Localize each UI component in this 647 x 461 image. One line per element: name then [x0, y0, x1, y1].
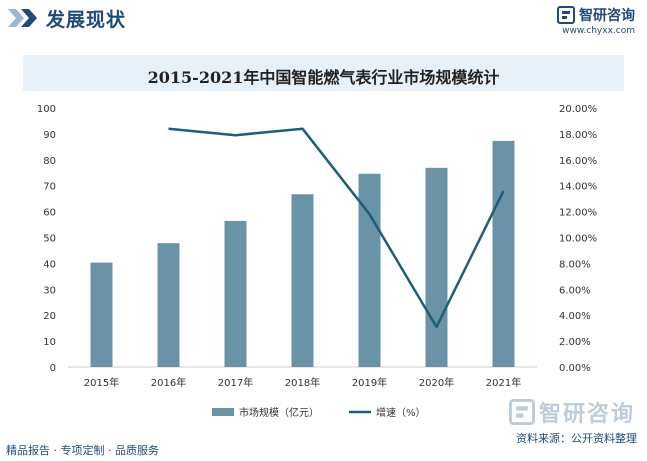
x-tick-label: 2017年: [218, 376, 253, 389]
y-tick-label: 80: [43, 156, 56, 167]
y-tick-label: 20: [43, 311, 56, 322]
y-tick-label: 90: [43, 130, 56, 141]
brand-logo-icon: [557, 6, 575, 24]
y2-tick-label: 20.00%: [559, 104, 597, 115]
x-tick-label: 2015年: [84, 376, 119, 389]
header-bar: 发展现状 智研咨询 www.chyxx.com: [0, 0, 647, 36]
y-tick-label: 40: [43, 259, 56, 270]
x-tick-label: 2018年: [285, 376, 320, 389]
chart-title-box: 2015-2021年中国智能燃气表行业市场规模统计: [23, 55, 624, 91]
y-tick-label: 60: [43, 208, 56, 219]
x-tick-label: 2019年: [352, 376, 387, 389]
y-tick-label: 100: [37, 104, 56, 115]
y-tick-label: 10: [43, 337, 56, 348]
y2-tick-label: 18.00%: [559, 130, 597, 141]
watermark: 智研咨询: [508, 396, 635, 428]
y-tick-label: 50: [43, 234, 56, 245]
x-tick-label: 2021年: [486, 376, 521, 389]
y2-tick-label: 12.00%: [559, 208, 597, 219]
y2-tick-label: 14.00%: [559, 182, 597, 193]
y-tick-label: 0: [50, 363, 56, 374]
footer-tagline: 精品报告 · 专项定制 · 品质服务: [6, 444, 159, 457]
bar: [291, 194, 314, 367]
y-tick-label: 70: [43, 182, 56, 193]
header-chevron-icon: [8, 9, 37, 27]
growth-line: [168, 127, 505, 329]
watermark-logo-icon: [508, 399, 535, 425]
page-title: 发展现状: [46, 9, 127, 31]
bar: [157, 243, 180, 367]
watermark-text: 智研咨询: [538, 402, 635, 427]
y-tick-label: 30: [43, 285, 56, 296]
legend-bar-swatch: [212, 408, 234, 416]
bar: [224, 220, 247, 367]
bar: [425, 167, 448, 367]
bar: [492, 140, 515, 367]
y2-tick-label: 10.00%: [559, 234, 597, 245]
y2-tick-label: 0.00%: [559, 363, 591, 374]
brand-name: 智研咨询: [579, 8, 635, 24]
legend-bar-label: 市场规模（亿元）: [239, 406, 319, 419]
legend-line-label: 增速（%）: [376, 406, 426, 419]
x-tick-label: 2020年: [419, 376, 454, 389]
y2-tick-label: 4.00%: [559, 311, 591, 322]
source-note: 资料来源：公开资料整理: [516, 432, 637, 445]
chart-title: 2015-2021年中国智能燃气表行业市场规模统计: [147, 68, 500, 87]
y2-tick-label: 2.00%: [559, 337, 591, 348]
brand-logo: 智研咨询: [557, 5, 635, 25]
y2-tick-label: 16.00%: [559, 156, 597, 167]
x-tick-label: 2016年: [151, 376, 186, 389]
bar: [90, 262, 113, 367]
brand-url: www.chyxx.com: [562, 26, 635, 36]
y2-tick-label: 6.00%: [559, 285, 591, 296]
y2-tick-label: 8.00%: [559, 259, 591, 270]
